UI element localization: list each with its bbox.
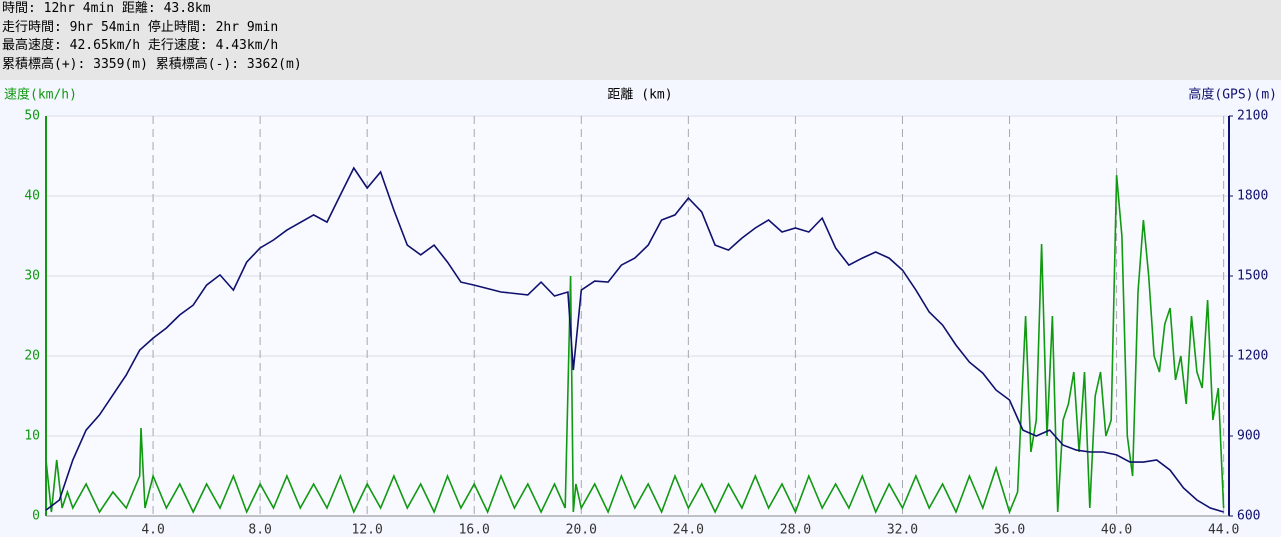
summary-line: 走行時間: 9hr 54min 停止時間: 2hr 9min: [2, 19, 279, 35]
y2-axis-title: 高度(GPS)(m): [1188, 87, 1277, 103]
plot-area: [46, 116, 1229, 516]
y2-tick-label: 1500: [1237, 269, 1268, 284]
y-tick-label: 10: [24, 429, 40, 444]
summary-line: 累積標高(+): 3359(m) 累積標高(-): 3362(m): [2, 56, 302, 72]
y2-tick-label: 2100: [1237, 109, 1268, 124]
x-tick-label: 36.0: [994, 523, 1025, 537]
x-tick-label: 16.0: [459, 523, 490, 537]
x-tick-label: 12.0: [352, 523, 383, 537]
x-tick-label: 24.0: [673, 523, 704, 537]
chart: 速度(km/h) 距離 (km) 高度(GPS)(m) 0 10 20 30 40 50 6…: [0, 80, 1281, 537]
y2-tick-label: 1200: [1237, 349, 1268, 364]
series-line: [45, 166, 1224, 513]
y-tick-label: 30: [24, 269, 40, 284]
y2-tick-label: 600: [1237, 509, 1260, 524]
y-axis-title: 速度(km/h): [4, 87, 77, 103]
x-tick-label: 20.0: [566, 523, 597, 537]
y2-tick-label: 900: [1237, 429, 1260, 444]
summary-line: 時間: 12hr 4min 距離: 43.8km: [2, 1, 211, 16]
x-tick-label: 32.0: [887, 523, 918, 537]
x-tick-label: 44.0: [1208, 523, 1239, 537]
y-tick-label: 40: [24, 189, 40, 204]
y2-tick-label: 1800: [1237, 189, 1268, 204]
y-tick-label: 50: [24, 109, 40, 124]
x-tick-label: 40.0: [1101, 523, 1132, 537]
summary-line: 最高速度: 42.65km/h 走行速度: 4.43km/h: [2, 38, 279, 53]
y-tick-label: 0: [32, 509, 40, 524]
x-tick-label: 4.0: [141, 523, 164, 537]
x-tick-label: 28.0: [780, 523, 811, 537]
y-tick-label: 20: [24, 349, 40, 364]
series-line: [45, 175, 1225, 515]
x-axis-title: 距離 (km): [607, 88, 672, 103]
summary: 時間: 12hr 4min 距離: 43.8km 走行時間: 9hr 54min…: [0, 0, 1281, 80]
x-tick-label: 8.0: [248, 523, 271, 537]
